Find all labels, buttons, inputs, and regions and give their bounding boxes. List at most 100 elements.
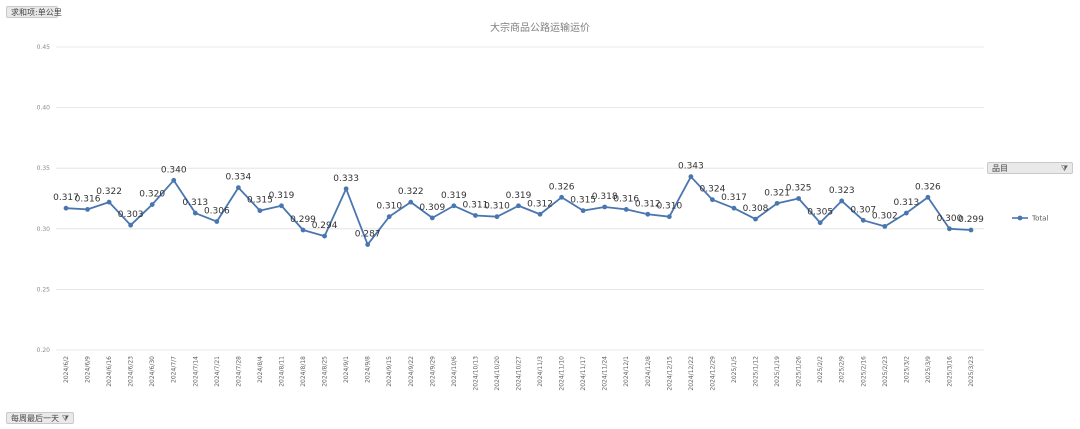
data-point[interactable] [386,214,392,220]
y-tick-label: 0.40 [37,105,51,112]
data-point[interactable] [731,205,737,211]
data-label: 0.306 [204,207,230,217]
x-tick-label: 2024/12/22 [688,356,695,391]
data-label: 0.305 [807,208,833,218]
x-tick-label: 2024/7/14 [192,356,199,387]
data-point[interactable] [106,199,112,205]
data-point[interactable] [128,222,134,228]
x-tick-label: 2025/2/16 [860,356,867,387]
data-point[interactable] [666,214,672,220]
y-tick-label: 0.45 [37,44,51,51]
data-labels: 0.3170.3160.3220.3030.3200.3400.3130.306… [53,162,984,240]
x-tick-label: 2024/11/10 [559,356,566,391]
data-point[interactable] [235,185,241,190]
data-label: 0.326 [549,182,575,192]
legend-dot-marker [1017,215,1023,221]
x-tick-label: 2024/7/21 [214,356,221,387]
data-point[interactable] [257,208,263,214]
data-label: 0.320 [139,190,165,200]
x-tick-label: 2024/6/9 [85,356,92,383]
data-point[interactable] [623,207,629,212]
data-point[interactable] [408,199,414,205]
data-label: 0.310 [376,202,402,212]
data-point[interactable] [947,226,952,232]
data-point[interactable] [214,219,220,224]
gridlines [56,46,984,351]
series-total [63,174,974,247]
data-label: 0.325 [786,184,812,194]
data-point[interactable] [300,227,306,233]
x-tick-label: 2024/11/3 [537,356,544,387]
data-label: 0.307 [850,205,876,215]
date-field-button[interactable]: 每周最后一天 ⧩ [6,412,74,424]
data-point[interactable] [171,177,177,183]
legend-label-total: Total [1031,215,1048,223]
data-point[interactable] [710,197,715,203]
x-tick-label: 2025/2/9 [839,356,846,383]
x-tick-label: 2024/9/29 [429,356,436,387]
y-tick-label: 0.30 [37,226,51,233]
x-axis-ticks: 2024/6/2 2024/6/9 2024/6/16 2024/6/23 2024/6… [63,356,975,391]
data-point[interactable] [429,215,435,221]
filter-icon[interactable]: ⧩ [61,414,69,423]
data-point[interactable] [860,217,866,223]
data-point[interactable] [322,233,327,239]
x-tick-label: 2024/10/20 [494,356,501,391]
series-field-button[interactable]: 品目 ⧩ [987,162,1073,174]
data-point[interactable] [85,207,90,212]
data-point[interactable] [602,204,608,210]
data-point[interactable] [365,242,371,247]
data-point[interactable] [516,203,521,209]
data-label: 0.340 [161,165,187,175]
data-point[interactable] [279,203,284,209]
data-point[interactable] [149,202,155,207]
data-label: 0.310 [656,202,682,212]
data-point[interactable] [753,216,758,222]
data-label: 0.326 [915,182,941,192]
data-label: 0.321 [764,188,790,198]
data-point[interactable] [645,211,651,217]
data-point[interactable] [882,223,888,229]
data-point[interactable] [968,227,974,233]
x-tick-label: 2024/7/7 [171,356,178,383]
data-point[interactable] [774,200,780,206]
filter-icon[interactable]: ⧩ [1060,164,1068,173]
data-point[interactable] [903,210,909,216]
data-point[interactable] [192,210,198,216]
data-point[interactable] [494,214,500,220]
data-point[interactable] [537,211,543,217]
y-axis-ticks: 0.20 0.25 0.30 0.35 0.40 0.45 [37,44,51,354]
date-field-label: 每周最后一天 [11,414,59,423]
values-field-button[interactable]: 求和项:单公里 [6,6,62,18]
x-tick-label: 2024/11/17 [580,356,587,391]
data-point[interactable] [343,186,349,192]
data-point[interactable] [473,213,478,218]
x-tick-label: 2025/2/23 [882,356,889,387]
data-label: 0.312 [635,199,661,209]
data-point[interactable] [559,194,564,200]
x-tick-label: 2024/12/29 [709,356,716,391]
x-tick-label: 2024/8/25 [322,356,329,387]
x-tick-label: 2025/2/2 [817,356,824,383]
data-label: 0.317 [721,193,747,203]
data-point[interactable] [796,196,802,201]
x-tick-label: 2024/10/13 [472,356,479,391]
x-tick-label: 2024/12/15 [666,356,673,391]
data-point[interactable] [817,220,823,226]
data-label: 0.315 [247,196,273,206]
data-label: 0.315 [570,196,596,206]
data-point[interactable] [63,205,69,211]
data-label: 0.323 [829,186,855,196]
data-point[interactable] [451,203,457,209]
x-tick-label: 2024/8/4 [257,356,264,383]
legend[interactable]: Total [1012,215,1048,223]
data-point[interactable] [580,208,586,214]
data-point[interactable] [839,198,845,204]
values-field-label: 求和项:单公里 [11,8,62,17]
data-label: 0.333 [333,174,359,184]
data-point[interactable] [925,194,931,200]
data-point[interactable] [688,174,694,180]
data-label: 0.319 [506,191,532,201]
data-label: 0.334 [225,173,251,183]
